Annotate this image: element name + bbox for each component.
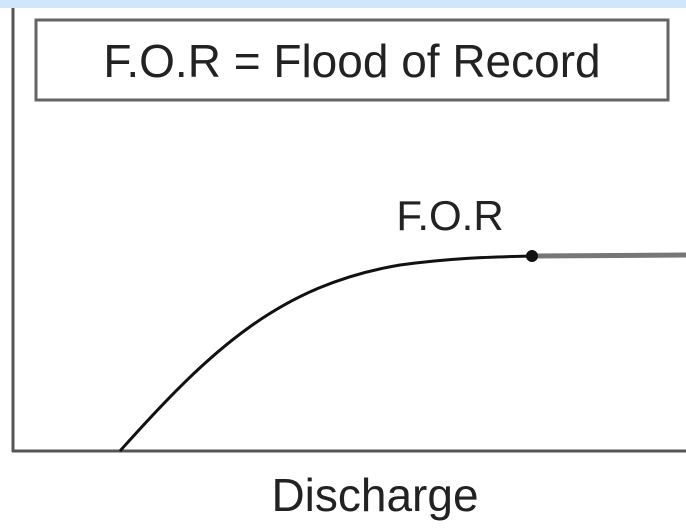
for-point: [526, 250, 538, 262]
extension-line: [531, 252, 686, 259]
x-axis-label: Discharge: [271, 469, 478, 521]
legend-text: F.O.R = Flood of Record: [103, 35, 600, 87]
top-band: [0, 0, 686, 8]
legend-box: [34, 18, 670, 102]
for-label: F.O.R: [396, 192, 503, 239]
rating-curve: [118, 254, 533, 452]
